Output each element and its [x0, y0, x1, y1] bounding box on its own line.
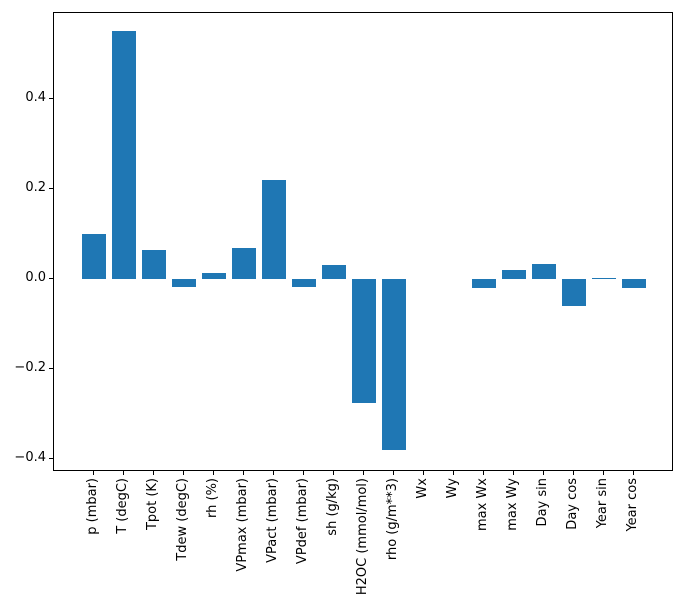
y-tick-label: −0.2: [14, 360, 46, 375]
x-tick-mark: [363, 471, 364, 475]
bar: [172, 278, 196, 287]
bar: [382, 278, 406, 450]
x-tick-mark: [213, 471, 214, 475]
y-tick-label: 0.2: [25, 180, 46, 195]
bar: [592, 277, 616, 279]
bar: [472, 278, 496, 288]
bar: [622, 278, 646, 288]
x-tick-mark: [303, 471, 304, 475]
x-tick-label: VPmax (mbar): [235, 478, 250, 572]
x-tick-mark: [93, 471, 94, 475]
x-tick-label: max Wx: [475, 478, 490, 532]
y-tick-mark: [49, 98, 53, 99]
x-tick-label: p (mbar): [85, 478, 100, 535]
x-tick-mark: [273, 471, 274, 475]
x-tick-label: Wy: [445, 478, 460, 499]
x-tick-label: Year cos: [625, 478, 640, 532]
bar: [202, 272, 226, 279]
bar: [142, 249, 166, 279]
y-tick-label: −0.4: [14, 450, 46, 465]
x-tick-label: Tdew (degC): [175, 478, 190, 561]
y-tick-mark: [49, 188, 53, 189]
x-tick-mark: [603, 471, 604, 475]
x-tick-label: Tpot (K): [145, 478, 160, 531]
bar: [502, 269, 526, 279]
bar: [322, 264, 346, 279]
bar: [352, 278, 376, 403]
x-tick-mark: [633, 471, 634, 475]
bar: [82, 233, 106, 279]
x-tick-mark: [393, 471, 394, 475]
y-tick-mark: [49, 368, 53, 369]
x-tick-mark: [483, 471, 484, 475]
bar: [262, 179, 286, 279]
x-tick-label: rh (%): [205, 478, 220, 518]
x-tick-label: VPdef (mbar): [295, 478, 310, 565]
x-tick-label: Wx: [415, 478, 430, 499]
x-tick-label: Year sin: [595, 478, 610, 529]
x-tick-mark: [123, 471, 124, 475]
y-tick-label: 0.0: [25, 270, 46, 285]
x-tick-label: Day sin: [535, 478, 550, 527]
plot-area: [53, 12, 673, 471]
bar: [112, 30, 136, 279]
x-tick-mark: [333, 471, 334, 475]
x-tick-label: T (degC): [115, 478, 130, 534]
y-tick-mark: [49, 278, 53, 279]
bar: [292, 278, 316, 287]
x-tick-label: rho (g/m**3): [385, 478, 400, 561]
x-tick-mark: [423, 471, 424, 475]
y-tick-label: 0.4: [25, 90, 46, 105]
x-tick-label: H2OC (mmol/mol): [355, 478, 370, 596]
bar: [232, 247, 256, 279]
x-tick-label: sh (g/kg): [325, 478, 340, 536]
x-tick-mark: [573, 471, 574, 475]
x-tick-label: max Wy: [505, 478, 520, 531]
x-tick-mark: [543, 471, 544, 475]
x-tick-label: VPact (mbar): [265, 478, 280, 563]
x-tick-mark: [453, 471, 454, 475]
y-tick-mark: [49, 458, 53, 459]
x-tick-label: Day cos: [565, 478, 580, 530]
x-tick-mark: [183, 471, 184, 475]
x-tick-mark: [153, 471, 154, 475]
x-tick-mark: [513, 471, 514, 475]
bar: [562, 278, 586, 306]
bar: [532, 263, 556, 279]
x-tick-mark: [243, 471, 244, 475]
